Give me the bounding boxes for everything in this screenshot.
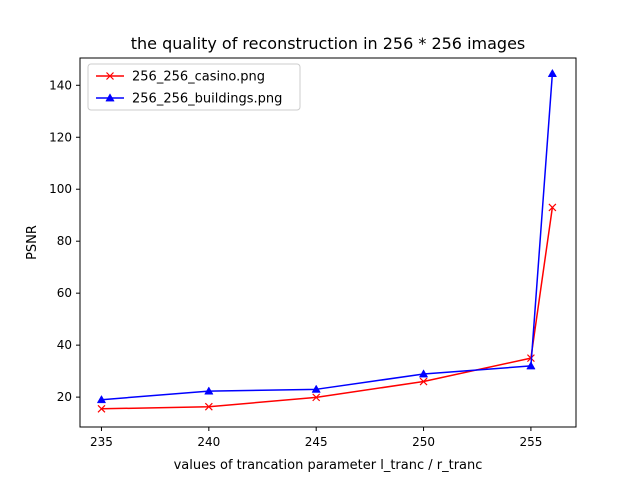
y-tick-label: 40	[57, 338, 72, 352]
legend-marker	[106, 72, 114, 80]
y-axis-label: PSNR	[25, 225, 40, 260]
x-tick-label: 255	[519, 435, 542, 449]
marker-stroke	[548, 203, 557, 212]
series-line	[101, 73, 554, 401]
data-point	[547, 68, 558, 77]
y-tick-label: 20	[57, 390, 72, 404]
marker-stroke	[312, 393, 321, 402]
x-tick-label: 240	[197, 435, 220, 449]
data-point	[204, 402, 213, 411]
y-tick-label: 140	[49, 78, 72, 92]
marker-stroke	[106, 72, 114, 80]
legend-box	[87, 63, 301, 111]
series-1	[97, 203, 557, 413]
data-point	[418, 369, 429, 378]
legend: 256_256_casino.png 256_256_buildings.png	[87, 63, 301, 111]
y-axis: 20 40 60 80 100 120 140	[49, 78, 80, 404]
legend-marker	[105, 93, 115, 102]
legend-label: 256_256_buildings.png	[132, 92, 282, 107]
data-point	[312, 393, 321, 402]
data-point	[548, 203, 557, 212]
y-tick-label: 120	[49, 130, 72, 144]
legend-label: 256_256_casino.png	[132, 70, 265, 85]
data-point	[204, 386, 214, 395]
y-tick-label: 80	[57, 234, 72, 248]
axes-frame	[79, 57, 577, 428]
y-tick-label: 60	[57, 286, 72, 300]
data-point	[311, 384, 321, 393]
x-tick-label: 250	[412, 435, 435, 449]
series-line	[101, 207, 554, 410]
x-tick-label: 235	[90, 435, 113, 449]
x-axis: 235 240 245 250 255	[90, 427, 542, 449]
data-point	[526, 361, 536, 370]
data-point	[97, 404, 106, 413]
marker-stroke	[97, 404, 106, 413]
y-tick-label: 100	[49, 182, 72, 196]
x-axis-label: values of trancation parameter l_tranc /…	[174, 458, 483, 473]
marker-stroke	[204, 402, 213, 411]
legend-item-1: 256_256_casino.png	[96, 70, 265, 85]
chart-title: the quality of reconstruction in 256 * 2…	[131, 34, 526, 53]
series-2	[96, 68, 558, 404]
x-tick-label: 245	[305, 435, 328, 449]
data-point	[96, 395, 107, 404]
data-point	[419, 377, 428, 386]
marker-stroke	[419, 377, 428, 386]
legend-item-2: 256_256_buildings.png	[96, 92, 282, 107]
series-layer	[96, 68, 558, 413]
